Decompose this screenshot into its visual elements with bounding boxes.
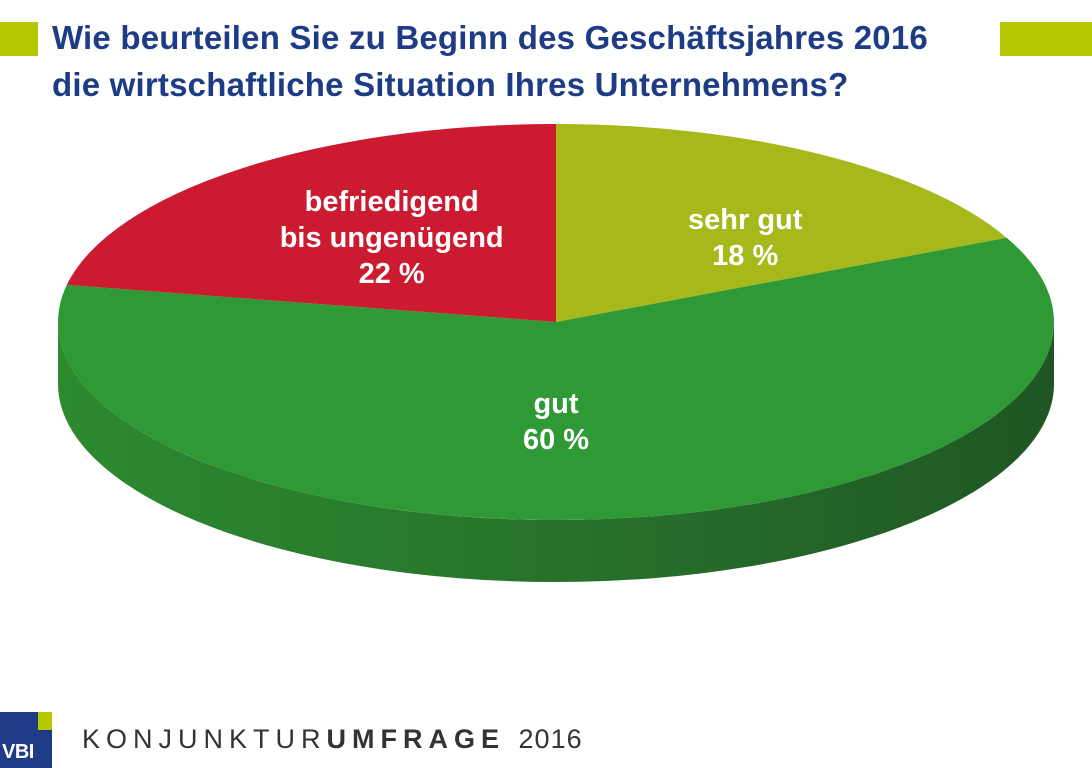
pie-chart: sehr gut 18 % gut 60 % befriedigend bis ungen… bbox=[58, 124, 1054, 582]
slice-value-label: 22 % bbox=[359, 258, 425, 290]
slice-name-label: gut bbox=[533, 388, 578, 420]
pie-slices bbox=[58, 124, 1054, 521]
slice-name-label: bis ungenügend bbox=[280, 222, 504, 254]
slice-name-label: befriedigend bbox=[305, 186, 479, 218]
slice-label-sehr-gut: sehr gut 18 % bbox=[688, 204, 803, 272]
pie-labels: sehr gut 18 % gut 60 % befriedigend bis ungen… bbox=[280, 186, 803, 456]
chart-title: Wie beurteilen Sie zu Beginn des Geschäf… bbox=[52, 14, 992, 108]
footer-year: 2016 bbox=[518, 724, 583, 754]
vbi-logo-accent bbox=[38, 712, 52, 730]
accent-bar-right bbox=[1000, 22, 1092, 56]
chart-title-line-2: die wirtschaftliche Situation Ihres Unte… bbox=[52, 66, 849, 103]
pie-slice-gut bbox=[58, 237, 1054, 521]
vbi-logo: VBI bbox=[0, 712, 52, 768]
accent-bar-left bbox=[0, 22, 38, 56]
footer-brand-thin: KONJUNKTUR bbox=[82, 724, 327, 754]
pie-slice-befriedigend-bis-ungenügend bbox=[66, 124, 556, 322]
slice-value-label: 60 % bbox=[523, 424, 589, 456]
footer-brand: KONJUNKTURUMFRAGE 2016 bbox=[82, 724, 583, 755]
slice-name-label: sehr gut bbox=[688, 204, 803, 236]
footer-brand-bold: UMFRAGE bbox=[326, 724, 506, 754]
pie-slice-sehr-gut bbox=[556, 124, 1007, 322]
slice-label-gut: gut 60 % bbox=[523, 388, 589, 456]
slice-value-label: 18 % bbox=[712, 240, 778, 272]
chart-title-line-1: Wie beurteilen Sie zu Beginn des Geschäf… bbox=[52, 19, 928, 56]
vbi-logo-text: VBI bbox=[2, 741, 34, 763]
pie-side-surface bbox=[58, 322, 1054, 582]
pie-side-wall bbox=[58, 322, 1054, 582]
footer: VBI KONJUNKTURUMFRAGE 2016 bbox=[0, 712, 1092, 768]
slice-label-befriedigend-bis-ungenügend: befriedigend bis ungenügend 22 % bbox=[280, 186, 504, 290]
